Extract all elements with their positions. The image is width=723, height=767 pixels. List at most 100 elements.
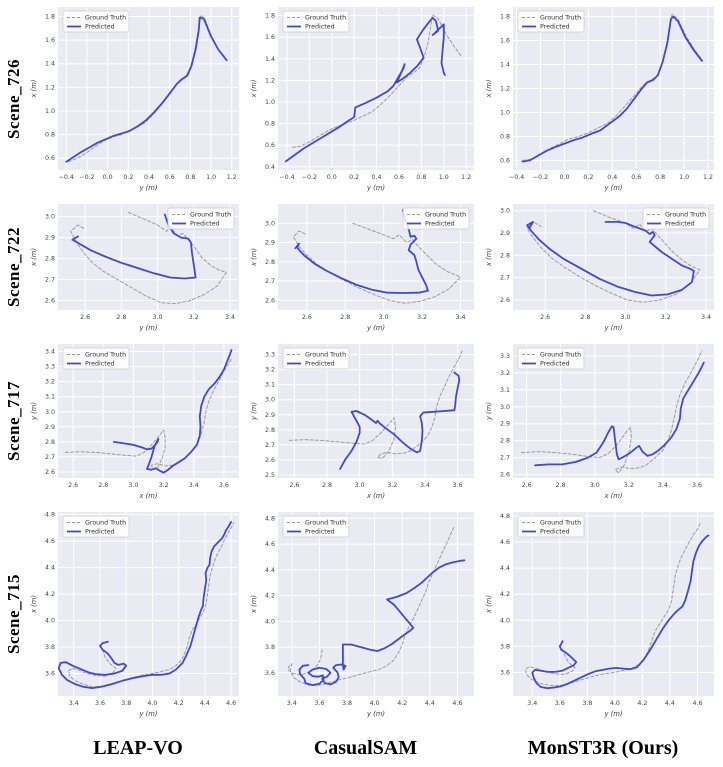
x-axis-label: y (m) (603, 710, 622, 718)
plot-cell: 3.4 3.6 3.8 4.0 4.2 4.4 4.6 3.6 3.8 4.0 4.2 4.4 4.6 4… (28, 505, 248, 723)
y-tick-label: 2.7 (45, 454, 55, 461)
plot-background (278, 512, 474, 696)
x-tick-label: 1.0 (679, 174, 689, 181)
x-tick-label: 4.2 (637, 700, 647, 707)
y-tick-label: 3.0 (45, 409, 55, 416)
y-axis-label: x (m) (250, 595, 258, 614)
y-tick-label: 2.9 (45, 235, 55, 242)
y-tick-label: 2.6 (500, 472, 510, 479)
y-tick-label: 3.0 (500, 404, 510, 411)
y-tick-label: 2.7 (500, 455, 510, 462)
x-tick-label: 3.0 (379, 314, 389, 321)
legend-ground-truth-label: Ground Truth (305, 520, 346, 527)
x-axis-label: y (m) (138, 710, 157, 718)
ground-truth-line (292, 222, 461, 304)
y-tick-label: 2.7 (265, 442, 275, 449)
x-axis-label: x (m) (366, 492, 385, 500)
x-tick-label: 0.2 (349, 174, 359, 181)
y-tick-label: 0.4 (265, 164, 275, 171)
legend-predicted-label: Predicted (540, 24, 570, 31)
ground-truth-line (287, 525, 456, 687)
column-label-monst3r: MonST3R (Ours) (527, 737, 679, 759)
x-tick-label: 2.6 (80, 314, 90, 321)
y-tick-label: 4.2 (500, 591, 510, 598)
row-label-scene-717: Scene_717 (4, 380, 23, 462)
y-tick-label: 1.0 (45, 108, 55, 115)
y-tick-label: 3.3 (265, 352, 275, 359)
predicted-line (534, 361, 705, 467)
legend: Ground Truth Predicted (642, 207, 710, 230)
x-tick-label: 3.8 (342, 700, 352, 707)
legend: Ground Truth Predicted (62, 515, 130, 538)
x-tick-label: 4.4 (665, 700, 675, 707)
x-tick-label: 2.8 (322, 482, 332, 489)
trajectory-plot-Scene_726-CasualSAM: −0.4 −0.2 0.0 0.2 0.4 0.6 0.8 1.0 1.2 0.4 0.6 0.8 1.… (250, 7, 474, 192)
y-tick-label: 3.8 (265, 644, 275, 651)
y-tick-label: 0.6 (265, 142, 275, 149)
trajectory-plot-Scene_726-MonST3R (Ours): −0.4 −0.2 0.0 0.2 0.4 0.6 0.8 1.0 1.2 0.6 0.8 1.0 1.… (485, 7, 714, 192)
x-tick-label: 0.8 (185, 174, 195, 181)
trajectory-plot-Scene_726-LEAP-VO: −0.4 −0.2 0.0 0.2 0.4 0.6 0.8 1.0 1.2 0.6 0.8 1.0 1.… (30, 7, 239, 192)
y-axis-label: y (m) (485, 402, 493, 421)
x-tick-label: 1.2 (227, 174, 237, 181)
x-axis-label: y (m) (138, 184, 157, 192)
x-tick-label: 3.6 (692, 482, 702, 489)
y-tick-label: 2.7 (45, 277, 55, 284)
y-axis-label: x (m) (250, 248, 258, 267)
y-tick-label: 3.1 (45, 394, 55, 401)
x-tick-label: 4.6 (452, 700, 462, 707)
x-axis-label: y (m) (366, 710, 385, 718)
y-axis-label: x (m) (485, 595, 493, 614)
x-tick-label: 3.4 (527, 700, 537, 707)
y-tick-label: 4.8 (45, 512, 55, 519)
y-tick-label: 4.6 (500, 539, 510, 546)
x-tick-label: 3.0 (153, 314, 163, 321)
legend-predicted-label: Predicted (85, 24, 115, 31)
x-tick-label: 3.2 (624, 482, 634, 489)
y-tick-label: 3.4 (45, 349, 55, 356)
x-tick-label: 3.6 (219, 482, 229, 489)
x-axis-label: y (m) (138, 324, 157, 332)
x-tick-label: 0.6 (631, 174, 641, 181)
x-tick-label: 2.8 (580, 314, 590, 321)
y-tick-label: 2.5 (265, 472, 275, 479)
plot-cell: 2.6 2.8 3.0 3.2 3.4 2.6 2.7 2.8 2.9 3.0 y (m) x (m)… (28, 197, 248, 337)
ground-truth-line (68, 522, 235, 688)
y-tick-label: 3.0 (45, 214, 55, 221)
y-tick-label: 2.6 (45, 469, 55, 476)
y-tick-label: 0.8 (500, 133, 510, 140)
x-tick-label: 4.2 (397, 700, 407, 707)
x-tick-label: 3.6 (314, 700, 324, 707)
x-tick-label: 2.6 (540, 314, 550, 321)
y-tick-label: 4.8 (500, 513, 510, 520)
trajectory-plot-Scene_715-CasualSAM: 3.4 3.6 3.8 4.0 4.2 4.4 4.6 3.6 3.8 4.0 4.2 4.4 4.6 4… (250, 512, 474, 718)
y-tick-label: 4.4 (45, 565, 55, 572)
x-tick-label: 0.0 (103, 174, 113, 181)
x-tick-label: 0.4 (607, 174, 617, 181)
plot-cell: 2.6 2.8 3.0 3.2 3.4 3.6 2.6 2.7 2.8 2.9 3.0 3.1 3.2 3… (28, 337, 248, 505)
y-tick-label: 4.6 (265, 541, 275, 548)
x-tick-label: 2.6 (68, 482, 78, 489)
legend: Ground Truth Predicted (517, 515, 585, 538)
y-tick-label: 1.4 (265, 56, 275, 63)
legend: Ground Truth Predicted (282, 515, 350, 538)
y-tick-label: 0.8 (45, 132, 55, 139)
y-tick-label: 0.6 (45, 155, 55, 162)
y-tick-label: 1.8 (500, 14, 510, 21)
x-tick-label: 3.2 (159, 482, 169, 489)
legend: Ground Truth Predicted (402, 207, 470, 230)
x-tick-label: 2.8 (116, 314, 126, 321)
x-tick-label: 2.8 (98, 482, 108, 489)
x-tick-label: 0.6 (394, 174, 404, 181)
predicted-line (284, 16, 446, 163)
x-tick-label: 3.2 (387, 482, 397, 489)
y-tick-label: 2.8 (45, 439, 55, 446)
x-tick-label: 0.0 (327, 174, 337, 181)
x-tick-label: 3.2 (661, 314, 671, 321)
y-axis-label: y (m) (250, 402, 258, 421)
y-tick-label: 3.1 (500, 387, 510, 394)
y-tick-label: 3.2 (500, 370, 510, 377)
legend-ground-truth-label: Ground Truth (305, 352, 346, 359)
y-axis-label: x (m) (485, 79, 493, 98)
x-tick-label: 4.6 (226, 700, 236, 707)
